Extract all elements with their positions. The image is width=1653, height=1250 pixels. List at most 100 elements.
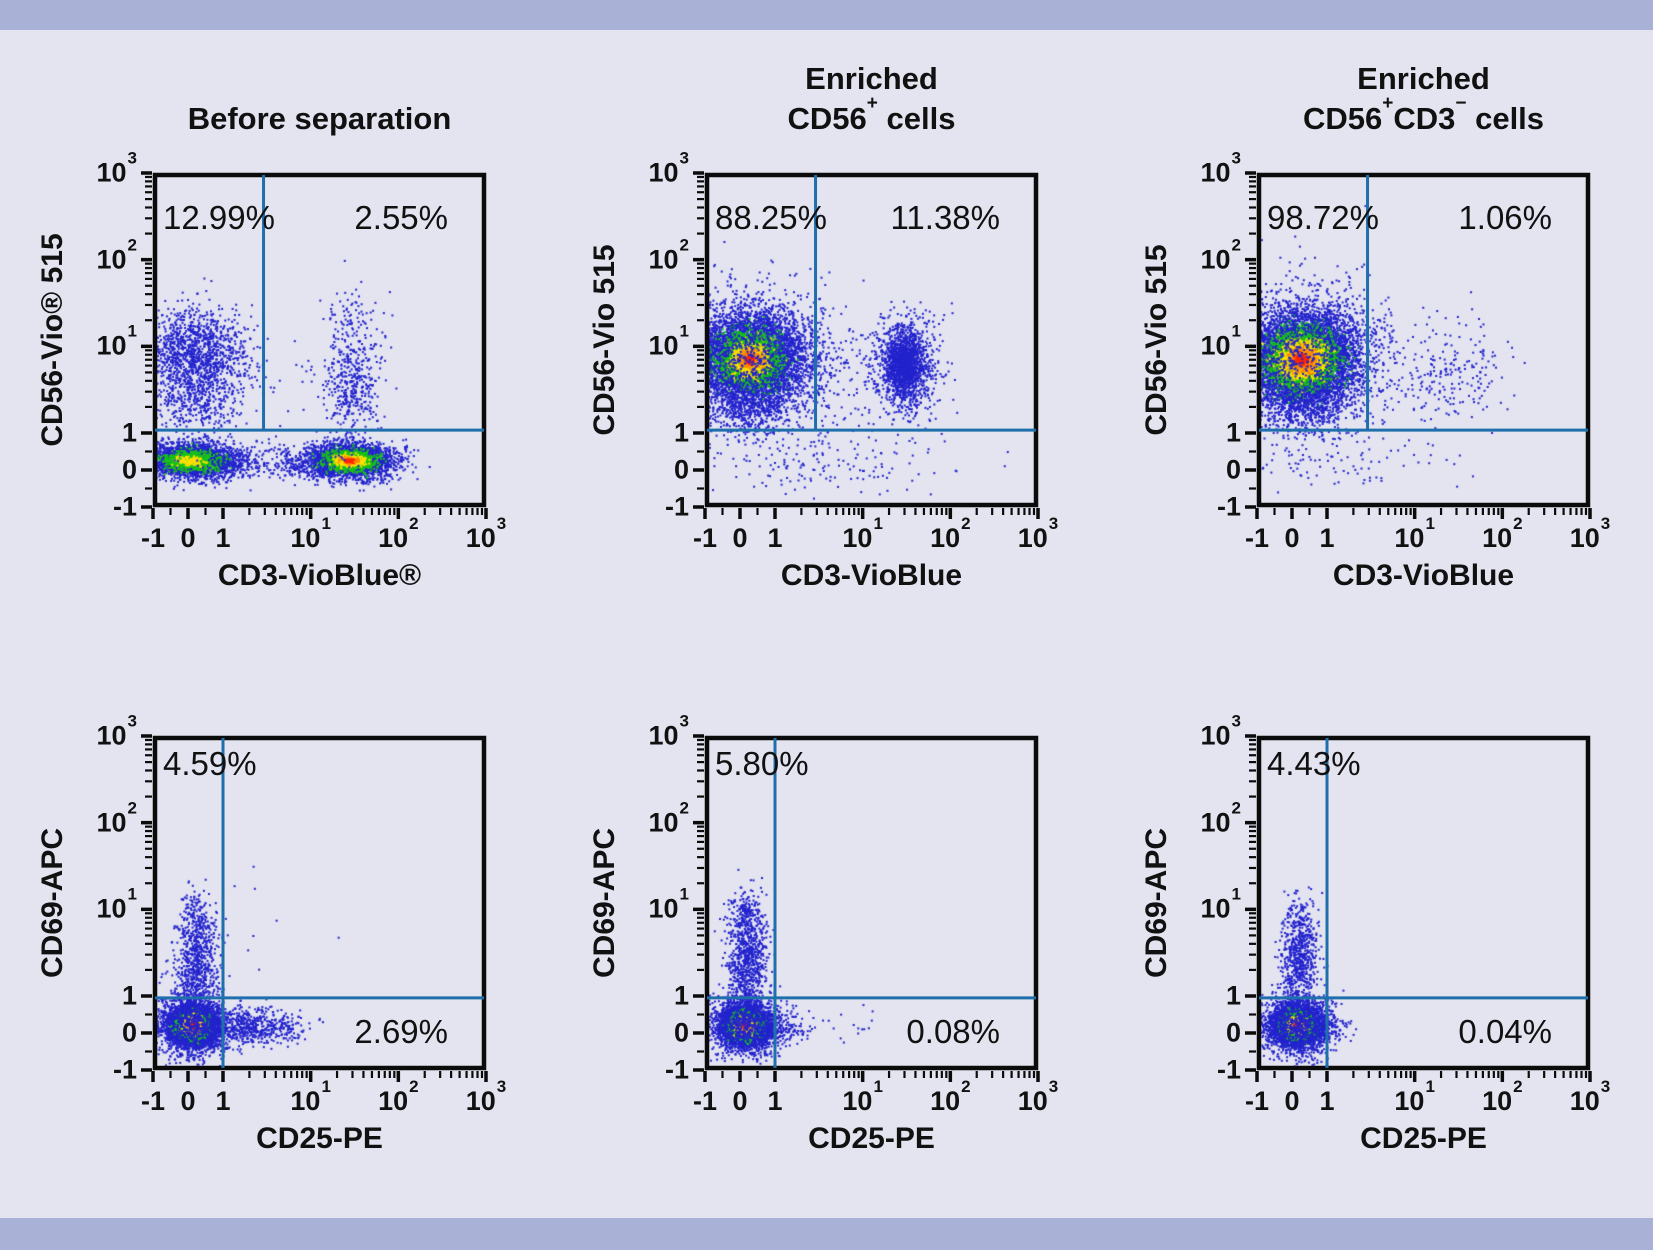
y-tick-label: 1: [1225, 980, 1241, 1011]
y-tick-label: 1: [121, 980, 137, 1011]
panel-activation-enriched-cd56: CD69-APC CD25-PE 5.80% 0.08% -1 -1 0 0 1 1 101…: [588, 713, 1058, 1156]
x-axis-title: CD25-PE: [256, 1122, 383, 1155]
panel-before-separation: Before separation CD56-Vio® 515 CD3-VioB…: [36, 101, 506, 592]
quadrant-percentage-upper-left: 4.43%: [1267, 745, 1361, 782]
y-tick-label: 103: [1200, 711, 1241, 751]
y-tick-label: 0: [673, 1017, 689, 1048]
x-tick-label: 103: [465, 1077, 507, 1116]
x-tick-label: 102: [930, 1077, 971, 1116]
x-tick-label: -1: [692, 523, 718, 553]
x-tick-label: 102: [378, 1077, 419, 1116]
panel-title-line: Enriched: [1357, 61, 1490, 96]
quadrant-percentage-lower-right: 2.69%: [354, 1013, 448, 1050]
y-tick-label: -1: [112, 1054, 137, 1085]
x-tick-label: 0: [1284, 523, 1300, 553]
x-tick-label: 103: [1017, 1077, 1059, 1116]
panel-enriched-cd56: Enriched CD56+ cells CD56-Vio 515 CD3-Vio…: [588, 61, 1058, 592]
x-axis-title: CD3-VioBlue: [1332, 559, 1515, 592]
panel-activation-before: CD69-APC CD25-PE 4.59% 2.69% -1 -1 0 0 1 1 101…: [36, 713, 506, 1156]
x-axis-title: CD3-VioBlue®: [217, 559, 422, 592]
quadrant-percentage-upper-right: 1.06%: [1458, 199, 1552, 236]
y-axis-title: CD69-APC: [588, 827, 621, 979]
y-axis-title: CD56-Vio 515: [1140, 244, 1173, 436]
y-tick-label: 0: [1225, 1017, 1241, 1048]
y-tick-label: 1: [673, 980, 689, 1011]
x-tick-label: 1: [215, 523, 231, 553]
y-tick-label: 1: [673, 417, 689, 448]
x-tick-label: 0: [732, 523, 748, 553]
y-tick-label: 1: [121, 417, 137, 448]
y-tick-label: 102: [96, 235, 137, 275]
x-tick-label: 102: [1482, 514, 1523, 553]
x-tick-label: -1: [140, 1086, 166, 1116]
x-tick-label: 102: [1482, 1077, 1523, 1116]
x-axis-title: CD25-PE: [808, 1122, 935, 1155]
x-tick-label: -1: [140, 523, 166, 553]
y-tick-label: 103: [96, 148, 137, 188]
y-tick-label: 101: [648, 884, 689, 924]
y-tick-label: -1: [664, 491, 689, 522]
y-tick-label: 103: [1200, 148, 1241, 188]
quadrant-percentage-upper-right: 2.55%: [354, 199, 448, 236]
x-tick-label: 101: [1394, 514, 1435, 553]
x-axis-title: CD3-VioBlue: [780, 559, 963, 592]
bottom-border-band: [0, 1218, 1653, 1250]
y-tick-label: 102: [648, 235, 689, 275]
x-tick-label: 103: [465, 514, 507, 553]
x-tick-label: 103: [1017, 514, 1059, 553]
y-tick-label: -1: [112, 491, 137, 522]
y-tick-label: -1: [664, 1054, 689, 1085]
quadrant-percentage-upper-left: 88.25%: [715, 199, 827, 236]
x-tick-label: 1: [767, 1086, 783, 1116]
y-tick-label: 0: [1225, 454, 1241, 485]
quadrant-percentage-upper-right: 11.38%: [890, 199, 1000, 236]
x-tick-label: -1: [1244, 523, 1270, 553]
y-axis-title: CD69-APC: [36, 827, 69, 979]
y-tick-label: 101: [648, 321, 689, 361]
x-tick-label: 0: [180, 1086, 196, 1116]
y-tick-label: 102: [1200, 235, 1241, 275]
y-tick-label: -1: [1216, 491, 1241, 522]
y-axis-title: CD56-Vio® 515: [36, 233, 69, 447]
panel-title: Enriched CD56+CD3− cells: [1177, 59, 1653, 139]
x-tick-label: 102: [378, 514, 419, 553]
quadrant-percentage-upper-left: 98.72%: [1267, 199, 1379, 236]
x-axis-title: CD25-PE: [1360, 1122, 1487, 1155]
y-tick-label: 102: [96, 798, 137, 838]
x-tick-label: 101: [842, 1077, 883, 1116]
x-tick-label: 101: [290, 1077, 331, 1116]
panel-title-line: Enriched: [805, 61, 938, 96]
y-tick-label: 0: [121, 1017, 137, 1048]
panel-enriched-cd56-cd3neg: Enriched CD56+CD3− cells CD56-Vio 515 CD3…: [1140, 61, 1610, 592]
x-tick-label: 1: [767, 523, 783, 553]
panel-activation-enriched-cd56-cd3neg: CD69-APC CD25-PE 4.43% 0.04% -1 -1 0 0 1 1 101…: [1140, 713, 1610, 1156]
y-tick-label: 103: [648, 148, 689, 188]
quadrant-percentage-upper-left: 4.59%: [163, 745, 257, 782]
x-tick-label: 101: [842, 514, 883, 553]
x-tick-label: 0: [1284, 1086, 1300, 1116]
y-axis-title: CD56-Vio 515: [588, 244, 621, 436]
y-tick-label: 103: [96, 711, 137, 751]
x-tick-label: 0: [180, 523, 196, 553]
y-tick-label: 101: [1200, 884, 1241, 924]
x-tick-label: 101: [1394, 1077, 1435, 1116]
y-axis-title: CD69-APC: [1140, 827, 1173, 979]
quadrant-percentage-lower-right: 0.04%: [1458, 1013, 1552, 1050]
quadrant-percentage-upper-left: 12.99%: [163, 199, 275, 236]
panel-title-line: CD56+ cells: [787, 92, 956, 136]
x-tick-label: 0: [732, 1086, 748, 1116]
x-tick-label: 1: [1319, 523, 1335, 553]
y-tick-label: 101: [96, 321, 137, 361]
quadrant-percentage-upper-left: 5.80%: [715, 745, 809, 782]
panel-title-line: CD56+CD3− cells: [1302, 92, 1545, 136]
y-tick-label: 102: [1200, 798, 1241, 838]
x-tick-label: 102: [930, 514, 971, 553]
x-tick-label: 101: [290, 514, 331, 553]
quadrant-percentage-lower-right: 0.08%: [906, 1013, 1000, 1050]
y-tick-label: 0: [673, 454, 689, 485]
x-tick-label: -1: [692, 1086, 718, 1116]
top-border-band: [0, 0, 1653, 30]
x-tick-label: 103: [1569, 1077, 1611, 1116]
y-tick-label: 101: [96, 884, 137, 924]
panel-title-line: Before separation: [187, 101, 452, 136]
